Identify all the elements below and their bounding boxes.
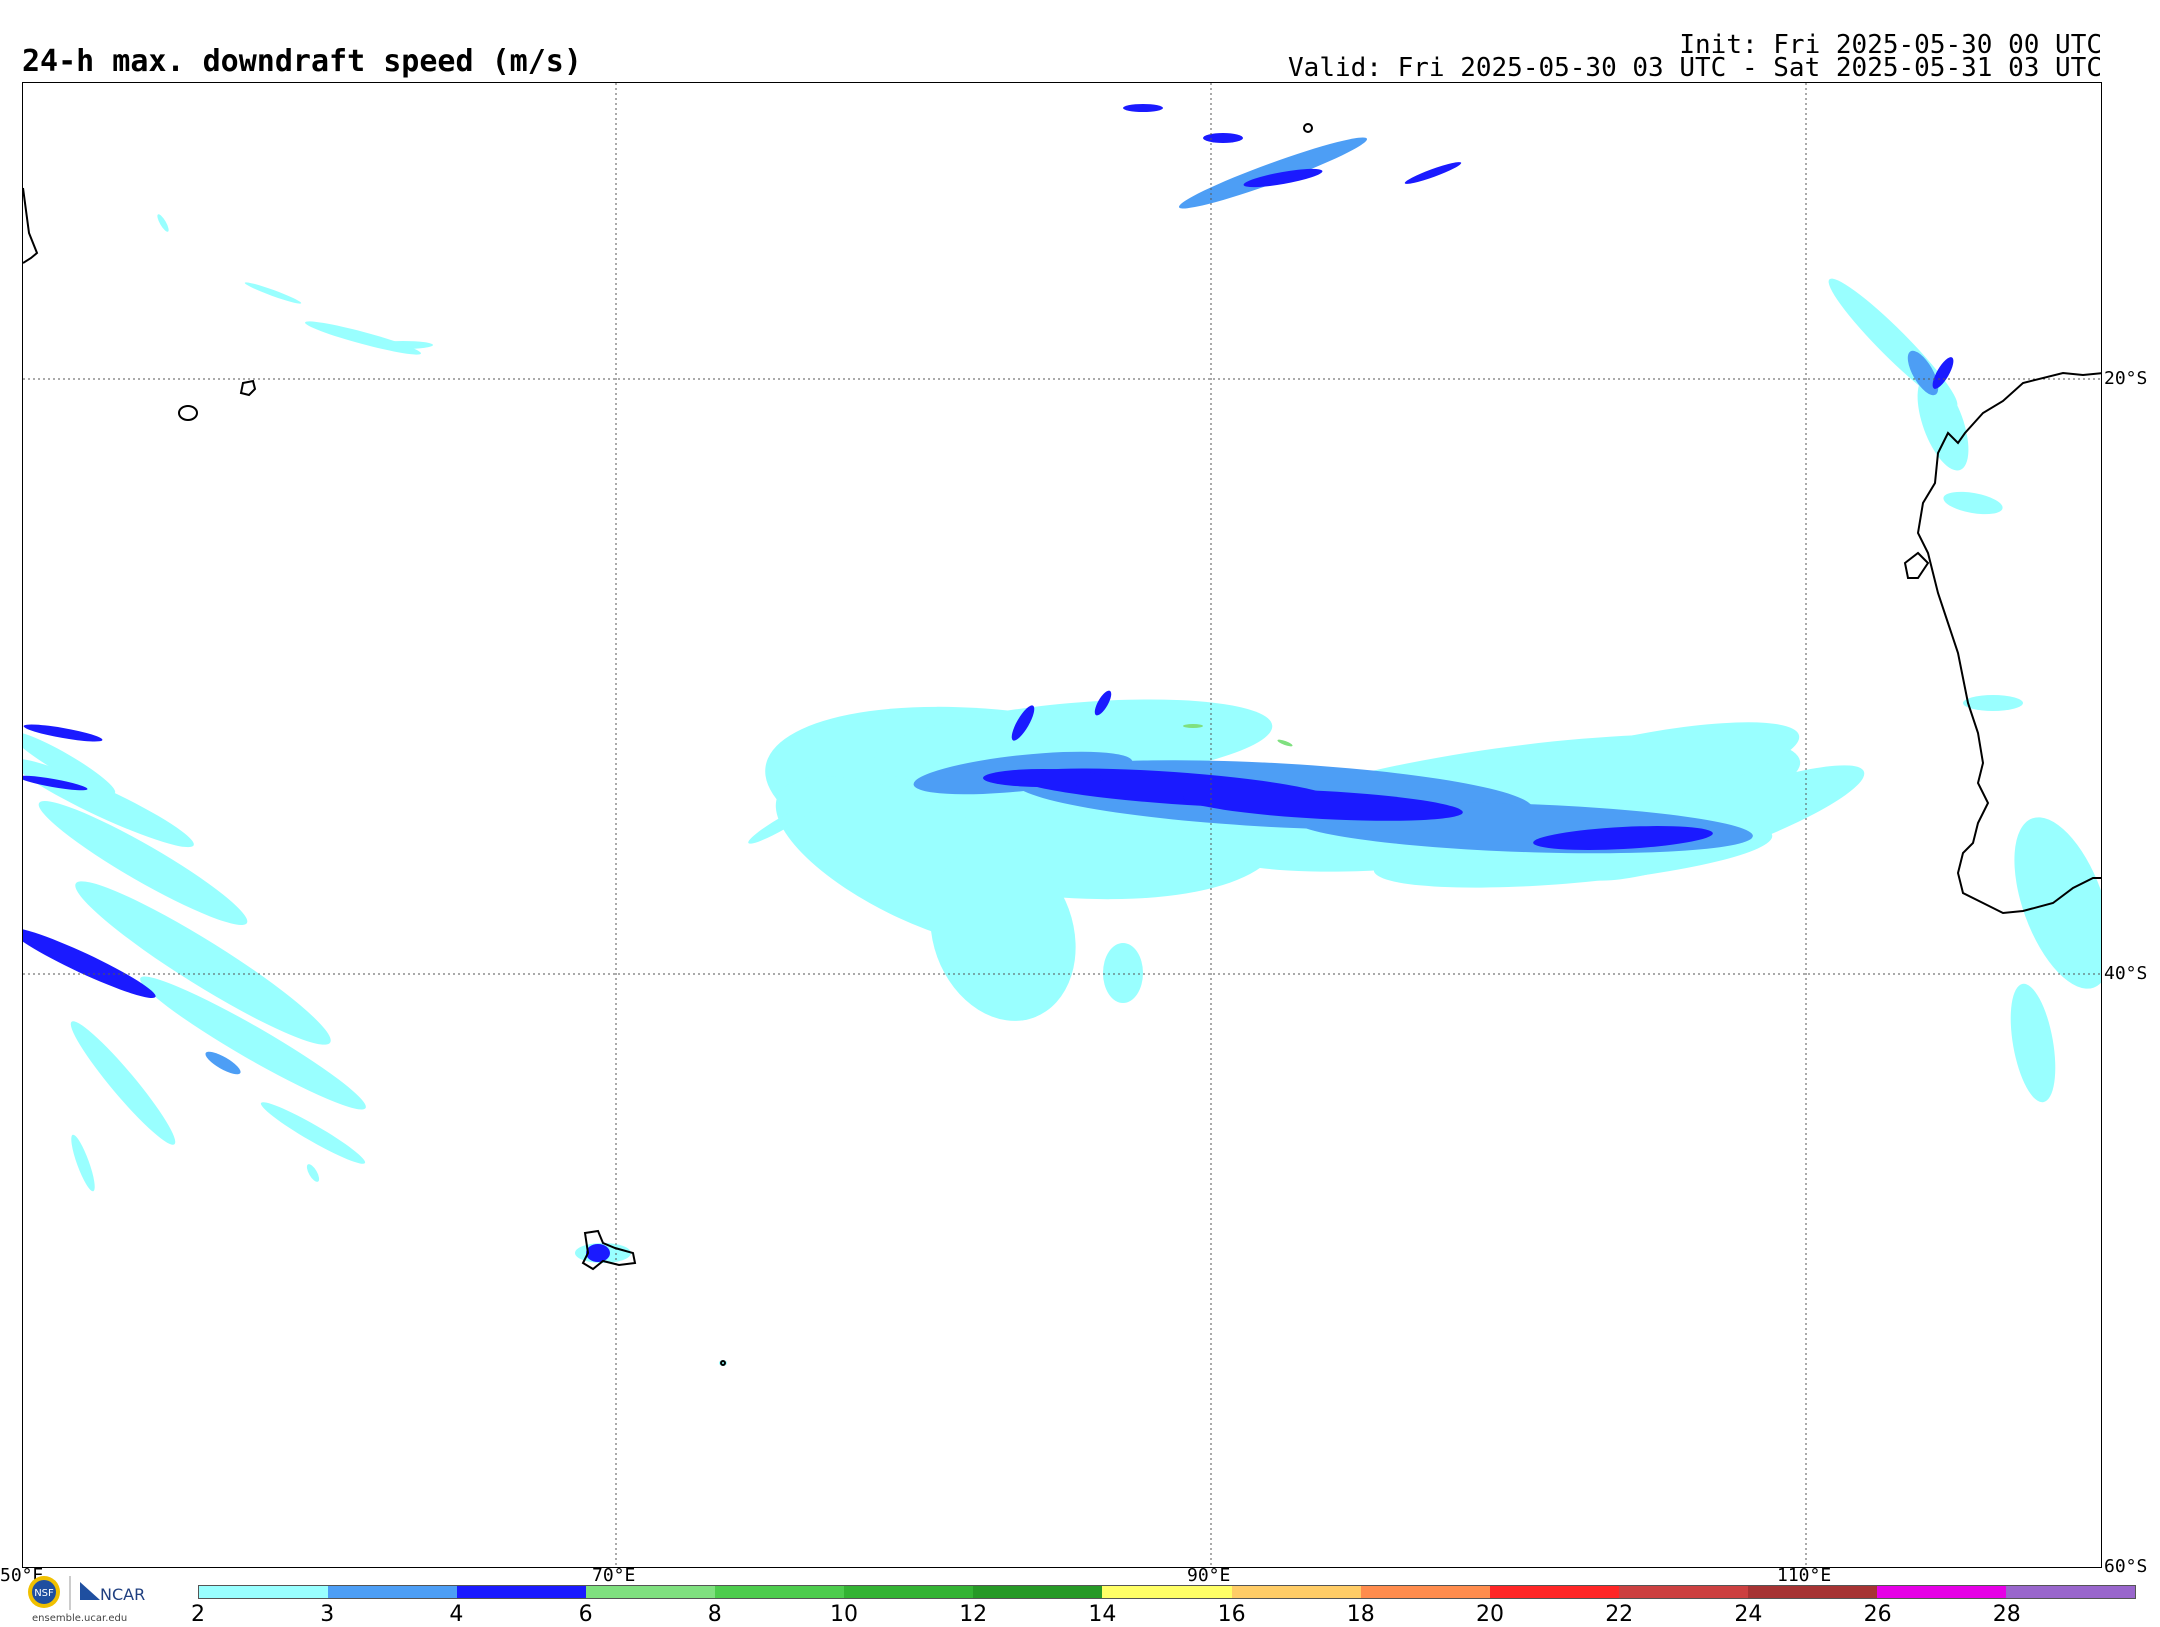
colorbar-segment [2005, 1586, 2135, 1598]
map-title: 24-h max. downdraft speed (m/s) [22, 44, 582, 79]
lon-label-90e: 90°E [1187, 1565, 1231, 1586]
colorbar-segment [199, 1586, 329, 1598]
colorbar-tick-label: 10 [830, 1602, 858, 1627]
field-patches-green [1183, 724, 1293, 747]
colorbar-segment [1489, 1586, 1619, 1598]
colorbar-segment [844, 1586, 974, 1598]
colorbar-segment [457, 1586, 587, 1598]
colorbar-tick-label: 6 [578, 1602, 593, 1627]
colorbar-segment [1618, 1586, 1748, 1598]
svg-text:NCAR: NCAR [100, 1585, 145, 1604]
colorbar-tick-label: 18 [1346, 1602, 1375, 1627]
nsf-ncar-logo: NSF NCAR [28, 1576, 145, 1610]
init-time: Init: Fri 2025-05-30 00 UTC [1679, 30, 2102, 60]
lon-label-50e: 50°E [0, 1565, 44, 1586]
svg-text:NSF: NSF [34, 1588, 54, 1599]
colorbar-tick-label: 16 [1217, 1602, 1246, 1627]
graticule [23, 83, 2101, 1567]
valid-time: Valid: Fri 2025-05-30 03 UTC - Sat 2025-… [1288, 53, 2102, 83]
colorbar-tick-label: 8 [707, 1602, 722, 1627]
colorbar-segment [586, 1586, 716, 1598]
colorbar-segment [1360, 1586, 1490, 1598]
colorbar-tick-label: 14 [1088, 1602, 1117, 1627]
colorbar-segment [973, 1586, 1103, 1598]
colorbar-tick-label: 26 [1863, 1602, 1892, 1627]
colorbar [198, 1585, 2136, 1599]
lon-label-70e: 70°E [592, 1565, 636, 1586]
colorbar-tick-label: 3 [320, 1602, 335, 1627]
map-panel[interactable] [22, 82, 2102, 1568]
coastlines [23, 123, 2101, 1366]
colorbar-segment [1876, 1586, 2006, 1598]
lat-label-60s: 60°S [2104, 1556, 2148, 1577]
colorbar-tick-label: 20 [1476, 1602, 1504, 1627]
logo-url: ensemble.ucar.edu [32, 1613, 128, 1624]
colorbar-tick-label: 12 [959, 1602, 988, 1627]
lat-label-40s: 40°S [2104, 963, 2148, 984]
colorbar-tick-label: 4 [449, 1602, 464, 1627]
colorbar-tick-label: 24 [1734, 1602, 1763, 1627]
colorbar-segment [1102, 1586, 1232, 1598]
colorbar-tick-label: 2 [191, 1602, 205, 1627]
colorbar-tick-label: 28 [1992, 1602, 2021, 1627]
lat-label-20s: 20°S [2104, 368, 2148, 389]
colorbar-segment [1231, 1586, 1361, 1598]
colorbar-segment [1747, 1586, 1877, 1598]
field-patches-dark [23, 104, 1954, 1262]
map-canvas [23, 83, 2101, 1567]
colorbar-segment [715, 1586, 845, 1598]
colorbar-segment [328, 1586, 458, 1598]
lon-label-110e: 110°E [1777, 1565, 1832, 1586]
colorbar-tick-label: 22 [1605, 1602, 1634, 1627]
